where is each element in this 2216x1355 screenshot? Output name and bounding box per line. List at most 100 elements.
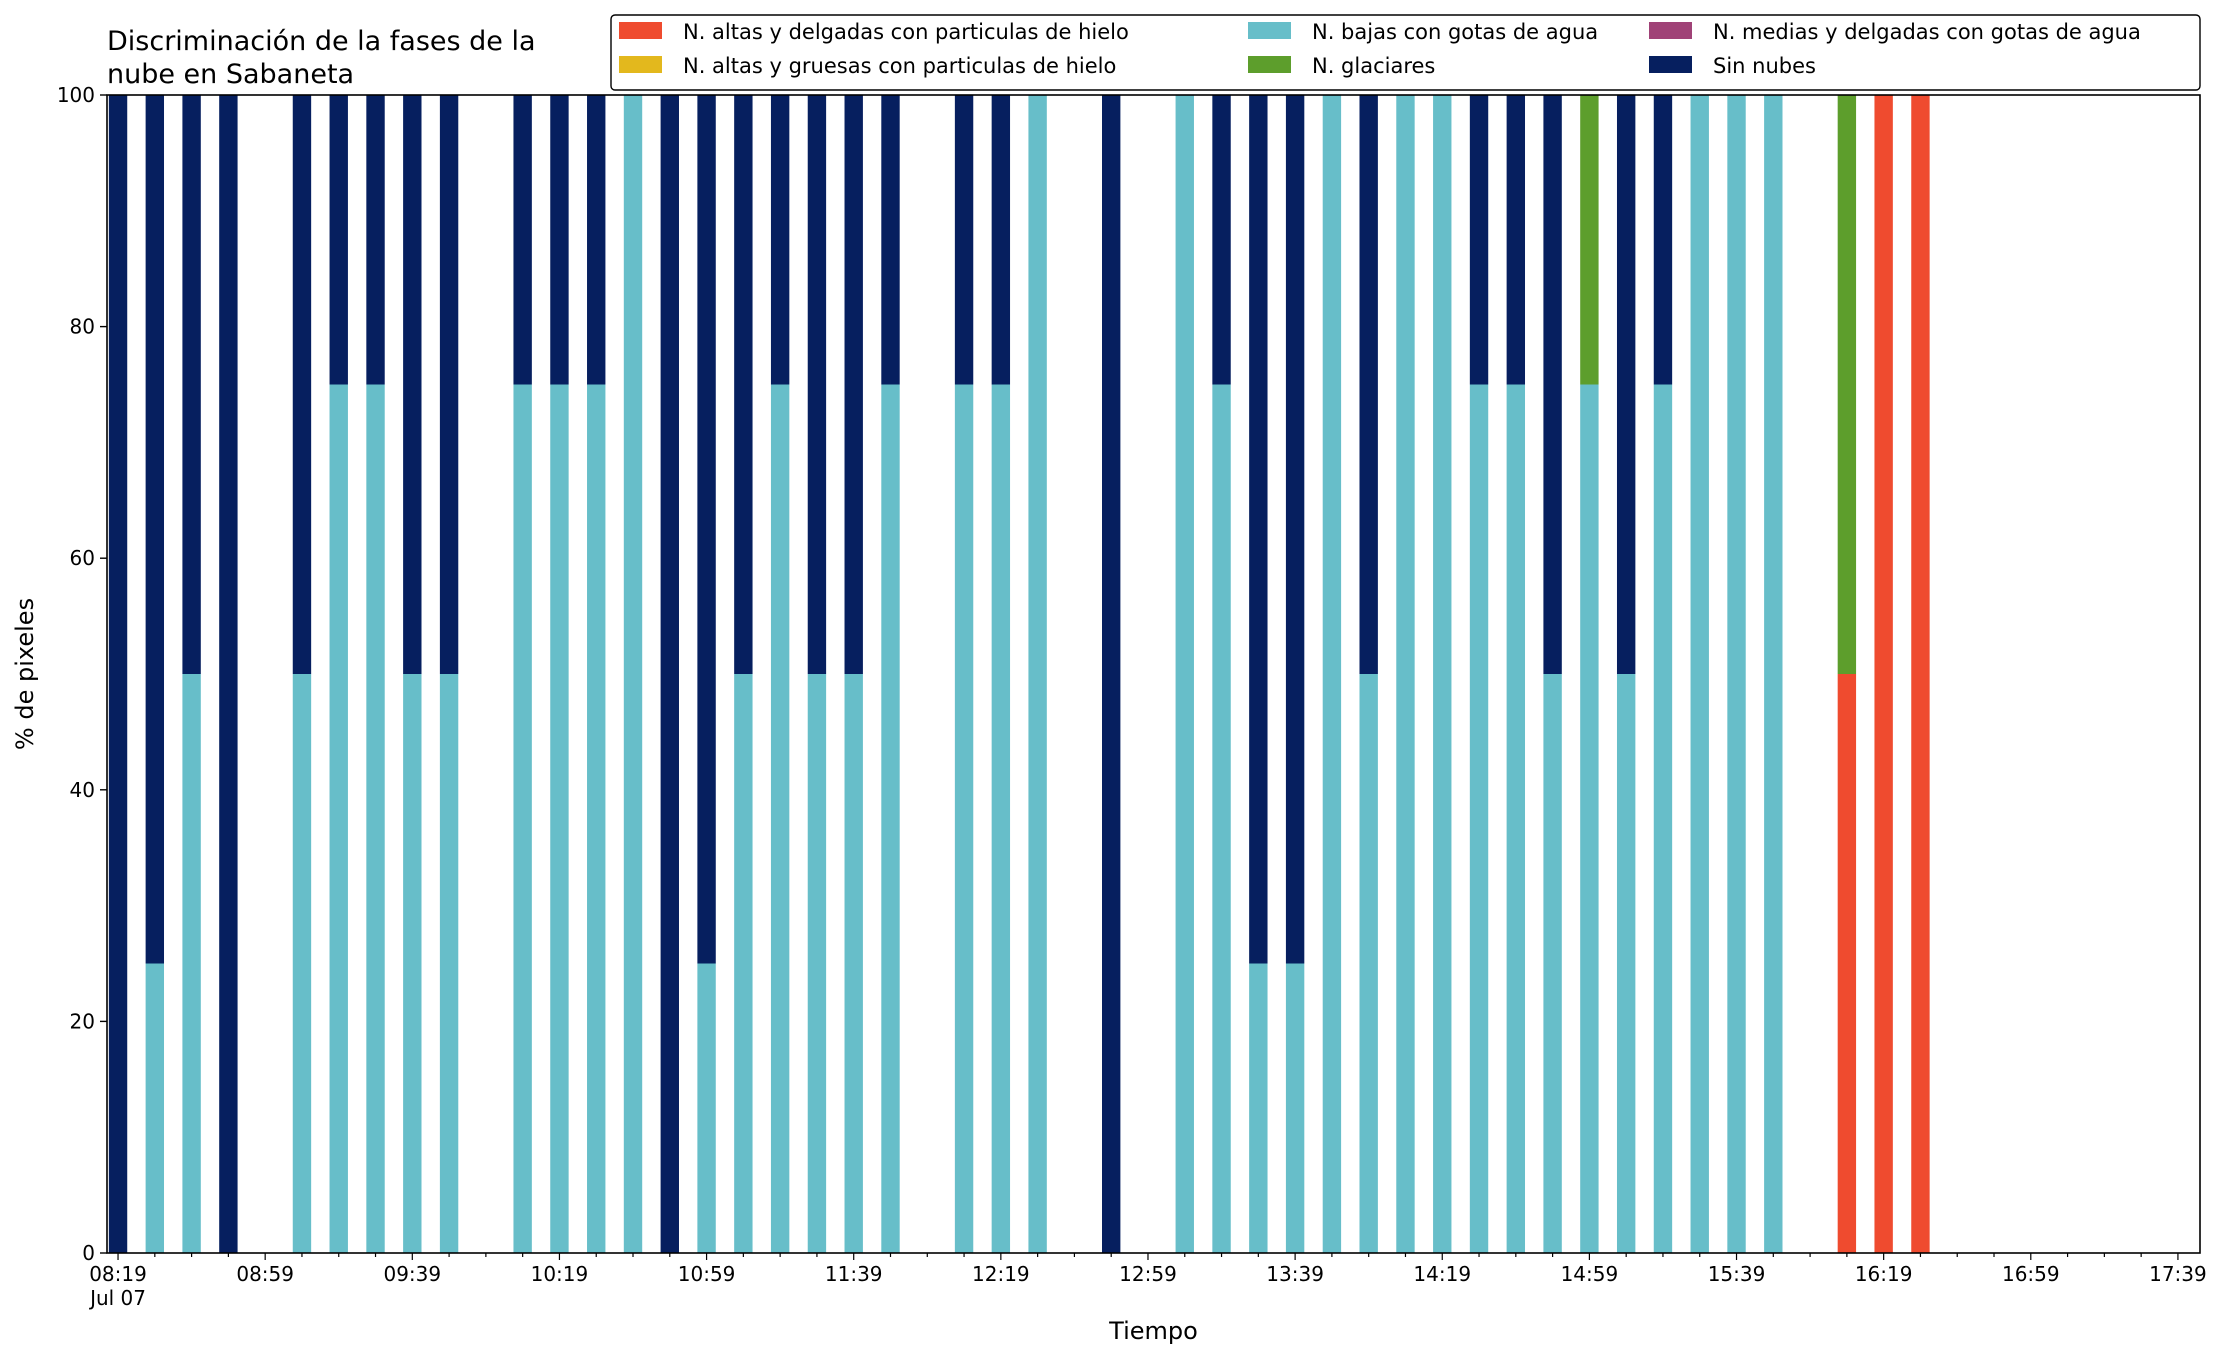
chart-title-line-2: nube en Sabaneta — [107, 59, 354, 90]
x-tick-label: 12:19 — [972, 1262, 1030, 1286]
bar-segment — [1433, 95, 1452, 1253]
bar-segment — [1837, 674, 1857, 1253]
bar-segment — [513, 95, 532, 385]
bar-segment — [1396, 95, 1415, 1253]
bar-segment — [108, 95, 128, 1253]
y-tick-label: 60 — [70, 546, 95, 570]
legend: N. altas y delgadas con particulas de hi… — [610, 14, 2201, 91]
bar-segment — [1469, 95, 1489, 385]
y-tick-label: 100 — [57, 83, 95, 107]
y-tick-label: 40 — [70, 778, 95, 802]
bar-segment — [1580, 384, 1599, 1253]
bar-segment — [292, 674, 312, 1253]
bar-segment — [1249, 95, 1268, 964]
y-axis-label: % de pixeles — [11, 598, 39, 750]
bar-segment — [1285, 95, 1305, 964]
bar-segment — [145, 963, 165, 1253]
bar-segment — [1506, 95, 1526, 385]
bar-segment — [954, 384, 974, 1253]
bar-segment — [1874, 95, 1893, 1253]
legend-label: N. medias y delgadas con gotas de agua — [1713, 20, 2141, 44]
legend-label: Sin nubes — [1713, 54, 1816, 78]
bar-segment — [366, 384, 385, 1253]
bar-segment — [1249, 963, 1268, 1253]
bar-segment — [550, 95, 569, 385]
bar-segment — [1102, 95, 1121, 1253]
x-tick-sublabel: Jul 07 — [88, 1286, 146, 1310]
bar-segment — [182, 95, 201, 674]
x-tick-label: 13:39 — [1266, 1262, 1324, 1286]
x-tick-label: 12:59 — [1119, 1262, 1177, 1286]
bar-segment — [844, 95, 863, 674]
x-tick-label: 17:39 — [2149, 1262, 2207, 1286]
bar-segment — [1285, 963, 1305, 1253]
bar-segment — [954, 95, 974, 385]
bar-segment — [1322, 95, 1342, 1253]
bar-segment — [770, 384, 790, 1253]
bar-segment — [1212, 95, 1231, 385]
y-axis-ticks: 0 20 40 60 80 100 — [57, 83, 107, 1265]
legend-frame — [610, 14, 2201, 91]
bar-segment — [697, 95, 716, 964]
bar-segment — [1653, 384, 1673, 1253]
x-tick-label: 16:19 — [1855, 1262, 1913, 1286]
bar-segment — [1175, 95, 1194, 1253]
bar-segment — [881, 95, 900, 385]
bar-segment — [403, 674, 422, 1253]
bar-segment — [623, 95, 643, 1253]
legend-swatch — [1248, 22, 1291, 39]
bar-segment — [329, 384, 348, 1253]
bar-segment — [329, 95, 348, 385]
bar-segment — [1616, 674, 1636, 1253]
bar-segment — [1690, 95, 1709, 1253]
bar-segment — [587, 384, 606, 1253]
bar-segment — [881, 384, 900, 1253]
legend-swatch — [1649, 22, 1692, 39]
legend-swatch — [1248, 56, 1291, 73]
x-tick-label: 15:39 — [1708, 1262, 1766, 1286]
bar-segment — [1616, 95, 1636, 674]
y-tick-label: 80 — [70, 315, 95, 339]
bar-segment — [366, 95, 385, 385]
legend-swatch — [1649, 56, 1692, 73]
legend-swatch — [619, 56, 662, 73]
x-tick-label: 14:19 — [1413, 1262, 1471, 1286]
bar-segment — [1653, 95, 1673, 385]
bars-layer — [108, 95, 1930, 1253]
legend-label: N. altas y gruesas con particulas de hie… — [683, 54, 1116, 78]
bar-segment — [439, 95, 459, 674]
bar-segment — [807, 674, 827, 1253]
bar-segment — [1359, 95, 1378, 674]
x-tick-label: 11:39 — [825, 1262, 883, 1286]
bar-segment — [991, 384, 1011, 1253]
chart-title-line-1: Discriminación de la fases de la — [107, 26, 536, 57]
bar-segment — [145, 95, 165, 964]
bar-segment — [770, 95, 790, 385]
bar-segment — [660, 95, 679, 1253]
x-tick-label: 16:59 — [2002, 1262, 2060, 1286]
legend-swatch — [619, 22, 662, 39]
y-tick-label: 0 — [82, 1241, 95, 1265]
x-tick-label: 08:59 — [236, 1262, 294, 1286]
legend-label: N. altas y delgadas con particulas de hi… — [683, 20, 1129, 44]
bar-segment — [1764, 95, 1783, 1253]
bar-segment — [1359, 674, 1378, 1253]
bar-segment — [1469, 384, 1489, 1253]
bar-segment — [734, 674, 753, 1253]
bar-segment — [292, 95, 312, 674]
bar-segment — [844, 674, 863, 1253]
bar-segment — [1028, 95, 1047, 1253]
bar-segment — [1543, 674, 1562, 1253]
bar-segment — [219, 95, 238, 1253]
x-tick-label: 10:59 — [678, 1262, 736, 1286]
bar-segment — [1506, 384, 1526, 1253]
legend-label: N. glaciares — [1312, 54, 1435, 78]
bar-segment — [697, 963, 716, 1253]
x-tick-label: 14:59 — [1561, 1262, 1619, 1286]
bar-segment — [1543, 95, 1562, 674]
bar-segment — [587, 95, 606, 385]
x-tick-label: 08:19 — [89, 1262, 147, 1286]
x-axis-label: Tiempo — [1108, 1317, 1198, 1345]
bar-segment — [182, 674, 201, 1253]
